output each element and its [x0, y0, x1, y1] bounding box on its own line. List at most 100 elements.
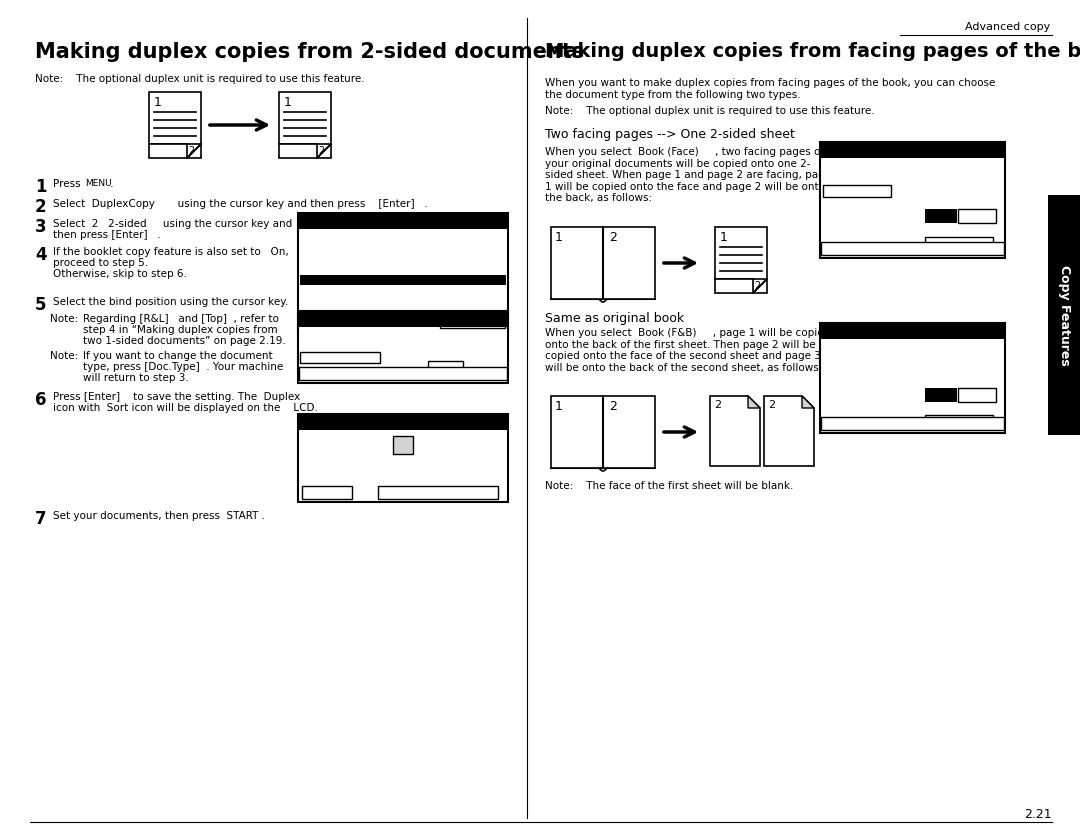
Polygon shape	[748, 396, 760, 408]
Bar	[958, 209, 996, 223]
Bar	[300, 352, 380, 363]
Text: 6 6 2: 6 6 2	[302, 309, 368, 318]
Text: then press [Enter]   .: then press [Enter] .	[53, 230, 161, 240]
Text: Select the bind position using the cursor key.: Select the bind position using the curso…	[53, 297, 288, 307]
Bar	[821, 324, 1004, 339]
Text: 2: 2	[35, 198, 46, 216]
Text: < 7 3 , ?  6 7 @: < 7 3 , ? 6 7 @	[877, 146, 947, 155]
Text: Note:: Note:	[50, 351, 78, 361]
Text: Press: Press	[53, 179, 84, 189]
Text: Making duplex copies from facing pages of the book: Making duplex copies from facing pages o…	[545, 42, 1080, 61]
Polygon shape	[802, 396, 814, 408]
Polygon shape	[318, 144, 330, 158]
Text: .: .	[107, 179, 113, 189]
Text: will return to step 3.: will return to step 3.	[83, 373, 189, 383]
Text: : ,  * < 9 : 6 9  ; 6  : , 3: : , * < 9 : 6 9 ; 6 : , 3	[824, 341, 922, 350]
Text: ; ; ; 9: ; ; ; 9	[948, 416, 970, 425]
Text: Regarding [R&L]   and [Top]  , refer to: Regarding [R&L] and [Top] , refer to	[83, 314, 279, 324]
Text: 6 * i  @ 7 ,    ( 5 * , 3: 6 * i @ 7 , ( 5 * , 3	[360, 369, 446, 379]
Bar	[299, 312, 507, 327]
Polygon shape	[187, 144, 201, 158]
Text: 6 7 @   , ( + @           . :: 6 7 @ , ( + @ . :	[350, 418, 456, 427]
Bar	[428, 361, 463, 374]
Text: 3: 3	[35, 218, 46, 236]
Text: ø  ø  : 0 + , +: ø ø : 0 + , +	[302, 353, 357, 361]
Bar	[821, 143, 1004, 158]
Text: 1: 1	[35, 178, 46, 196]
Bar	[924, 237, 993, 249]
Text: Select  DuplexCopy       using the cursor key and then press    [Enter]   .: Select DuplexCopy using the cursor key a…	[53, 199, 428, 209]
Text: 1: 1	[284, 96, 292, 109]
Bar	[924, 209, 957, 223]
Text: 2: 2	[754, 281, 760, 291]
Polygon shape	[764, 396, 814, 466]
Text: Note:    The face of the first sheet will be blank.: Note: The face of the first sheet will b…	[545, 481, 794, 491]
Bar	[298, 414, 508, 502]
Text: 5: 5	[35, 296, 46, 314]
Bar	[551, 396, 603, 468]
Text: Note:: Note:	[50, 314, 78, 324]
Text: type, press [Doc.Type]  . Your machine: type, press [Doc.Type] . Your machine	[83, 362, 283, 372]
Text: When you select  Book (Face)     , two facing pages of
your original documents w: When you select Book (Face) , two facing…	[545, 147, 832, 203]
Text: 6: 6	[35, 391, 46, 409]
Text: : ,  * < 9 : 6 9  ; 6  : , 3: : , * < 9 : 6 9 ; 6 : , 3	[302, 232, 401, 240]
Bar	[300, 275, 507, 285]
Text: 6 6 2   ( * ,: 6 6 2 ( * ,	[302, 298, 391, 307]
Text: 1: 1	[555, 400, 563, 413]
Text: 2: 2	[768, 400, 775, 410]
Text: , : : 0 5 .  * 6 4 7 3: , : : 0 5 . * 6 4 7 3	[362, 472, 444, 481]
Bar	[924, 388, 957, 402]
Text: ( 7 , 9: ( 7 , 9	[924, 405, 949, 414]
Text: Press [Enter]    to save the setting. The  Duplex: Press [Enter] to save the setting. The D…	[53, 392, 300, 402]
Bar	[279, 144, 318, 158]
Text: 1: 1	[720, 231, 728, 244]
Text: < 7 3 , ?  6 7 @: < 7 3 , ? 6 7 @	[368, 217, 438, 226]
Bar	[440, 315, 505, 328]
Text: Advanced copy: Advanced copy	[964, 22, 1050, 32]
Text: ! 6 6 4: ! 6 6 4	[424, 489, 451, 498]
Text: proceed to step 5.: proceed to step 5.	[53, 258, 148, 268]
Bar	[299, 415, 507, 430]
Bar	[299, 367, 507, 380]
Text: 6: 6	[443, 362, 449, 372]
Text: ø→ ø   : 0 +: ø→ ø : 0 +	[302, 275, 394, 284]
Text: step 4 in “Making duplex copies from: step 4 in “Making duplex copies from	[83, 325, 278, 335]
Text: If the booklet copy feature is also set to   On,: If the booklet copy feature is also set …	[53, 247, 288, 257]
Text: : ,  * < 9 : 6 9  ; 6  : , 3: : , * < 9 : 6 9 ; 6 : , 3	[824, 160, 922, 169]
Bar	[603, 396, 654, 468]
Text: 6 6 2: 6 6 2	[824, 364, 851, 373]
Text: < 7 3 , ?  6 7 @: < 7 3 , ? 6 7 @	[368, 459, 438, 468]
Polygon shape	[753, 279, 767, 293]
Bar	[149, 92, 201, 144]
Text: ( 7 , 9: ( 7 , 9	[924, 227, 949, 236]
Text: ( : 0 6   < ; 6: ( : 0 6 < ; 6	[824, 172, 916, 180]
Bar	[1048, 195, 1080, 435]
Text: Note:    The optional duplex unit is required to use this feature.: Note: The optional duplex unit is requir…	[545, 106, 875, 116]
Text: Same as original book: Same as original book	[545, 312, 684, 325]
Text: 6 * i  @ 7 ,   ( 5 * , 3: 6 * i @ 7 , ( 5 * , 3	[870, 420, 954, 429]
Text: two 1-sided documents” on page 2.19.: two 1-sided documents” on page 2.19.	[83, 336, 286, 346]
Text: Copy Features: Copy Features	[1057, 264, 1070, 365]
Bar	[279, 92, 330, 144]
Text: < 7 3 , ?  6 7 @: < 7 3 , ? 6 7 @	[368, 315, 438, 324]
Text: 0 5 +: 0 5 +	[924, 199, 947, 208]
Bar	[823, 185, 891, 197]
Bar	[820, 142, 1005, 258]
Text: 1: 1	[555, 231, 563, 244]
Bar	[821, 417, 1004, 430]
Text: ( : 0 6   < ; 6: ( : 0 6 < ; 6	[824, 353, 916, 361]
Text: If you want to change the document: If you want to change the document	[83, 351, 272, 361]
Bar	[820, 323, 1005, 433]
Text: 0 5 +: 0 5 +	[924, 378, 947, 387]
Text: 2: 2	[609, 400, 617, 413]
Bar	[821, 242, 1004, 255]
Text: 2: 2	[714, 400, 721, 410]
Bar	[958, 388, 996, 402]
Text: ; ; ; 9: ; ; ; 9	[948, 239, 970, 248]
Text: ⎙: ⎙	[400, 439, 407, 451]
Text: < 7 3 , ?  6 7 @: < 7 3 , ? 6 7 @	[877, 327, 947, 336]
Bar	[378, 486, 498, 499]
Bar	[302, 486, 352, 499]
Text: MENU: MENU	[85, 179, 111, 188]
Text: 5 ; :: 5 ; :	[464, 318, 480, 326]
